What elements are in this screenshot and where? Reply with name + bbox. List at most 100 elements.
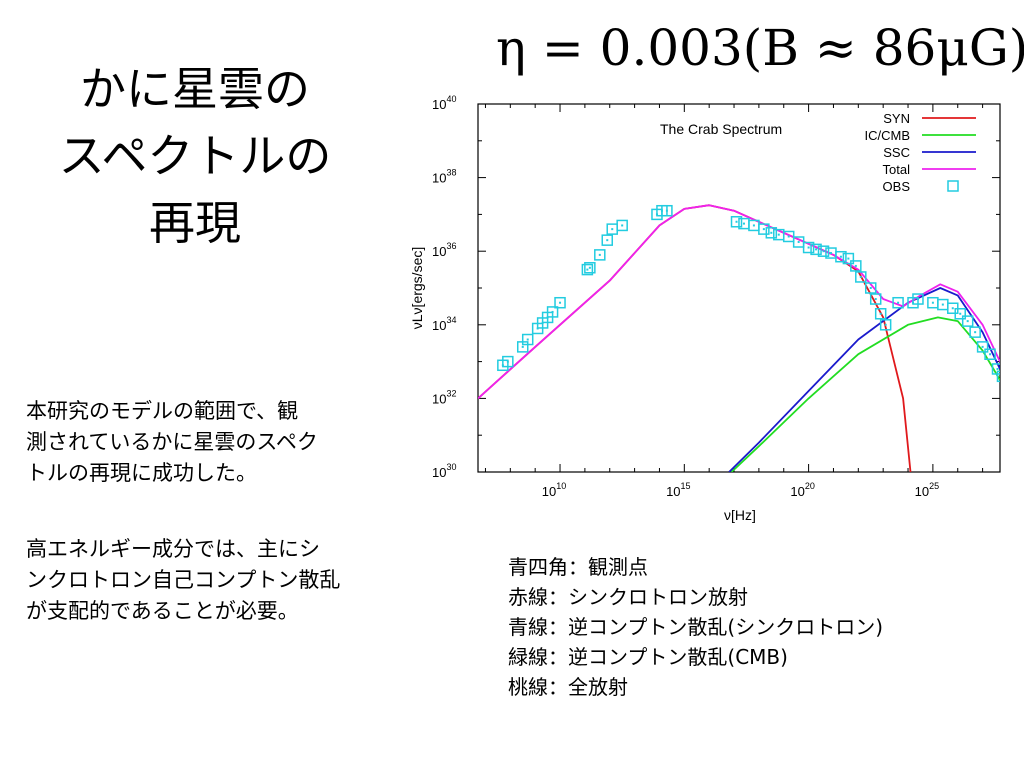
obs-point-dot bbox=[611, 228, 614, 231]
x-tick-exponent: 25 bbox=[929, 481, 939, 491]
note-total: 桃線：全放射 bbox=[508, 675, 628, 699]
obs-point-dot bbox=[822, 250, 825, 253]
obs-point bbox=[601, 234, 614, 246]
x-tick-label: 1025 bbox=[915, 481, 939, 499]
obs-point bbox=[521, 333, 534, 346]
title-line-1: かに星雲の bbox=[80, 62, 310, 116]
y-tick-label: 1036 bbox=[432, 241, 456, 259]
obs-point bbox=[842, 252, 855, 265]
note-cmb: 緑線：逆コンプトン散乱(CMB) bbox=[508, 645, 788, 669]
obs-point bbox=[802, 241, 815, 254]
plot-frame bbox=[477, 103, 1001, 473]
result-paragraph: 本研究のモデルの範囲で、観 測されているかに星雲のスペク トルの再現に成功した。 bbox=[26, 396, 406, 489]
obs-point-dot bbox=[879, 312, 882, 315]
obs-point bbox=[855, 271, 867, 283]
obs-point bbox=[969, 326, 981, 338]
obs-point bbox=[892, 296, 904, 309]
high-energy-line-3: が支配的であることが必要。 bbox=[26, 599, 299, 623]
obs-point bbox=[554, 296, 566, 309]
obs-point bbox=[581, 263, 594, 276]
obs-point bbox=[730, 216, 743, 228]
y-tick-label: 1038 bbox=[432, 168, 456, 186]
series-line-syn bbox=[478, 204, 912, 472]
legend-label: OBS bbox=[883, 179, 911, 194]
obs-point bbox=[502, 355, 514, 368]
obs-point-dot bbox=[859, 275, 862, 278]
obs-point-dot bbox=[874, 298, 877, 301]
series-line-ssc bbox=[728, 287, 1000, 472]
obs-point bbox=[758, 223, 770, 235]
result-line-1: 本研究のモデルの範囲で、観 bbox=[26, 399, 299, 423]
obs-point bbox=[912, 293, 924, 305]
series-lines bbox=[478, 204, 1000, 472]
obs-point bbox=[810, 243, 822, 256]
legend-marker bbox=[947, 180, 959, 192]
obs-point-dot bbox=[941, 303, 944, 306]
obs-point-dot bbox=[752, 224, 755, 227]
title-line-2: スペクトルの bbox=[58, 129, 332, 183]
y-tick-exponent: 30 bbox=[446, 462, 456, 472]
obs-point bbox=[961, 315, 974, 327]
y-tick-exponent: 38 bbox=[446, 168, 456, 178]
y-tick-label: 1032 bbox=[432, 388, 456, 406]
series-line-iccmb bbox=[730, 316, 1000, 472]
obs-point-dot bbox=[777, 233, 780, 236]
x-tick-label: 1020 bbox=[790, 481, 814, 499]
obs-point bbox=[817, 245, 830, 257]
obs-point bbox=[546, 306, 559, 318]
y-tick-label: 1034 bbox=[432, 315, 456, 333]
obs-point bbox=[864, 282, 877, 294]
obs-point-dot bbox=[869, 287, 872, 289]
obs-point-dot bbox=[762, 228, 765, 231]
obs-point bbox=[954, 308, 966, 320]
obs-point-dot bbox=[959, 312, 962, 315]
x-tick-exponent: 10 bbox=[556, 481, 566, 491]
obs-point-dot bbox=[521, 345, 524, 348]
legend-label: SSC bbox=[883, 145, 910, 160]
note-syn: 赤線：シンクロトロン放射 bbox=[508, 585, 748, 609]
high-energy-line-2: ンクロトロン自己コンプトン散乱 bbox=[26, 568, 341, 592]
obs-point-dot bbox=[735, 220, 738, 223]
obs-point bbox=[976, 341, 989, 353]
obs-point-dot bbox=[586, 268, 589, 271]
obs-point bbox=[661, 204, 673, 217]
obs-point bbox=[874, 308, 887, 320]
y-tick-label: 1030 bbox=[432, 462, 456, 480]
obs-point-dot bbox=[854, 264, 857, 267]
obs-point-dot bbox=[606, 239, 609, 242]
obs-point-dot bbox=[974, 331, 977, 334]
chart-legend: SYN IC/CMB SSC Total OBS bbox=[865, 111, 976, 194]
obs-point-dot bbox=[770, 231, 773, 234]
obs-point-dot bbox=[829, 252, 832, 255]
note-obs: 青四角：観測点 bbox=[508, 555, 648, 579]
crab-spectrum-chart: The Crab Spectrum SYN IC/CMB SSC Total OBS 1… bbox=[409, 94, 1003, 523]
x-tick-exponent: 20 bbox=[805, 481, 815, 491]
legend-label: IC/CMB bbox=[865, 128, 911, 143]
obs-point-dot bbox=[588, 266, 591, 269]
line-notes: 青四角：観測点 赤線：シンクロトロン放射 青線：逆コンプトン散乱(シンクロトロン… bbox=[508, 552, 883, 702]
obs-point-dot bbox=[966, 320, 969, 323]
y-axis-label: νLν[ergs/sec] bbox=[409, 247, 425, 329]
obs-point bbox=[616, 219, 628, 232]
obs-point-dot bbox=[559, 301, 562, 304]
axis-ticks bbox=[478, 103, 1000, 473]
obs-point-dot bbox=[1001, 375, 1003, 377]
result-line-3: トルの再現に成功した。 bbox=[26, 461, 257, 485]
legend-label: Total bbox=[883, 162, 911, 177]
y-tick-exponent: 34 bbox=[446, 315, 456, 325]
obs-point-dot bbox=[807, 246, 810, 249]
obs-point-dot bbox=[815, 248, 818, 251]
x-axis-label: ν[Hz] bbox=[724, 507, 756, 523]
chart-title: The Crab Spectrum bbox=[660, 121, 782, 137]
obs-point-dot bbox=[526, 338, 529, 341]
high-energy-line-1: 高エネルギー成分では、主にシ bbox=[26, 537, 320, 561]
obs-point bbox=[835, 250, 847, 263]
series-line-total bbox=[478, 204, 1000, 400]
obs-point-dot bbox=[931, 301, 934, 304]
note-ssc: 青線：逆コンプトン散乱(シンクロトロン) bbox=[508, 615, 884, 639]
obs-point-dot bbox=[951, 307, 954, 310]
obs-point-dot bbox=[797, 241, 800, 243]
x-tick-label: 1010 bbox=[542, 481, 566, 499]
legend-label: SYN bbox=[883, 111, 910, 126]
